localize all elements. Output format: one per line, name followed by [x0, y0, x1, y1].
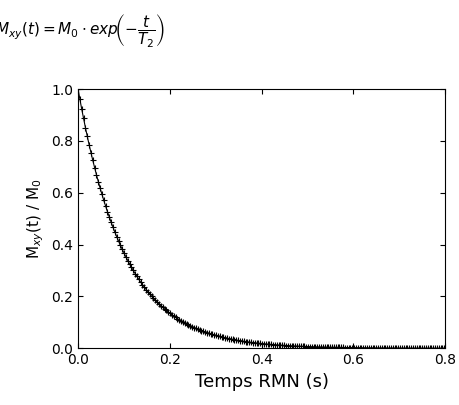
X-axis label: Temps RMN (s): Temps RMN (s) [195, 373, 329, 391]
Y-axis label: M$_{xy}$(t) / M$_0$: M$_{xy}$(t) / M$_0$ [25, 179, 45, 259]
Text: $M_{xy}(t) = M_0 \cdot exp\!\left(-\dfrac{t}{T_2}\right)$: $M_{xy}(t) = M_0 \cdot exp\!\left(-\dfra… [0, 12, 166, 49]
